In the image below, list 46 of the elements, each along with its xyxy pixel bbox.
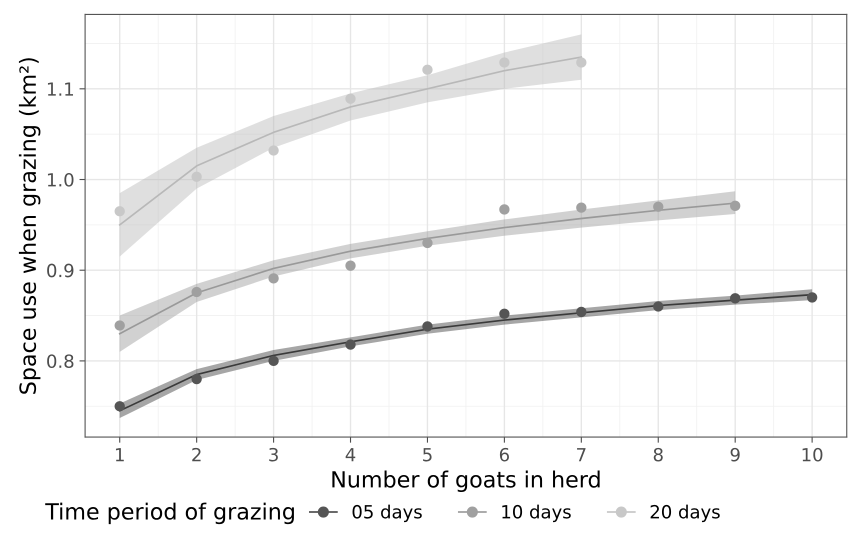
- y-tick-label: 1.1: [48, 82, 74, 96]
- point: [576, 306, 586, 318]
- y-tick-label: 0.9: [47, 264, 74, 278]
- x-tick-label: 3: [269, 448, 278, 462]
- x-tick-label: 8: [654, 448, 663, 462]
- x-tick-label: 9: [730, 448, 740, 462]
- point: [499, 57, 510, 68]
- point: [268, 145, 279, 156]
- legend-label: 20 days: [650, 504, 720, 522]
- point: [345, 339, 356, 350]
- x-tick-label: 2: [192, 448, 201, 462]
- point: [576, 57, 586, 68]
- point: [345, 260, 356, 271]
- point: [192, 374, 202, 384]
- point: [192, 286, 202, 298]
- point: [114, 320, 125, 331]
- point: [730, 200, 740, 211]
- x-tick-label: 1: [116, 448, 124, 462]
- x-tick-label: 4: [346, 448, 356, 462]
- point: [268, 356, 279, 366]
- point: [499, 204, 510, 215]
- x-tick-label: 5: [423, 448, 432, 462]
- point: [653, 202, 664, 212]
- legend-title: Time period of grazing: [45, 502, 294, 524]
- point: [345, 94, 356, 104]
- x-tick-label: 7: [577, 448, 586, 462]
- x-tick-label: 6: [500, 448, 509, 462]
- legend-label: 05 days: [352, 504, 422, 522]
- point: [653, 301, 664, 312]
- x-axis-title: Number of goats in herd: [332, 470, 600, 492]
- point: [114, 206, 125, 216]
- point: [422, 238, 433, 248]
- y-axis-title: Space use when grazing (km²): [18, 58, 40, 394]
- point: [576, 202, 586, 213]
- y-tick-label: 0.8: [47, 354, 74, 368]
- point: [730, 293, 740, 304]
- point: [806, 292, 818, 303]
- point: [114, 401, 125, 412]
- point: [268, 273, 279, 284]
- point: [422, 321, 433, 332]
- legend-label: 10 days: [502, 504, 571, 522]
- point: [499, 308, 510, 319]
- point: [192, 172, 202, 182]
- point: [422, 64, 433, 75]
- y-tick-label: 1.0: [48, 172, 74, 187]
- x-tick-label: 10: [802, 448, 822, 462]
